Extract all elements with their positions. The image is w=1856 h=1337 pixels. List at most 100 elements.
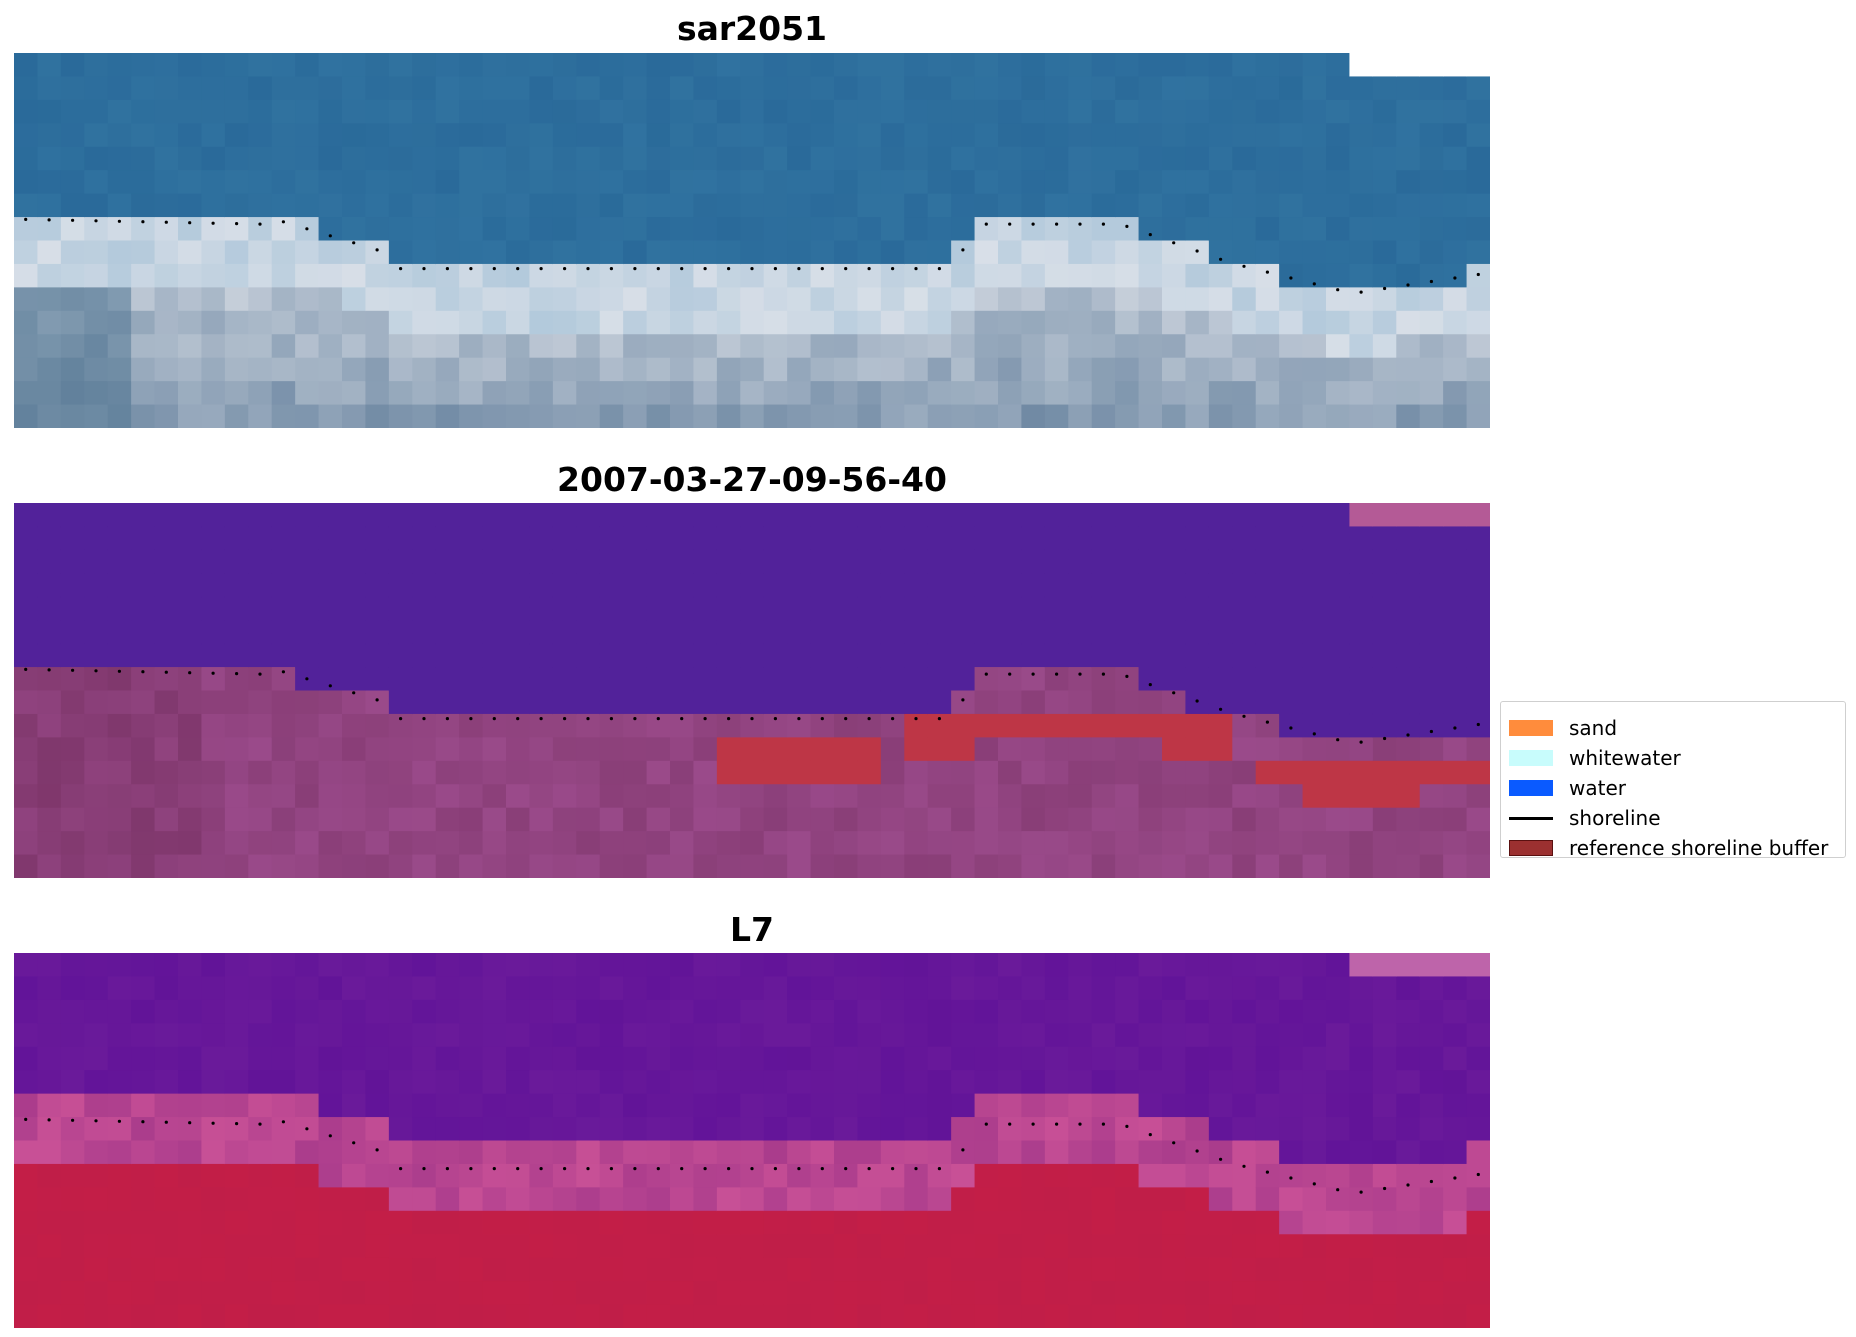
shoreline-point — [1101, 222, 1105, 226]
whitewater-swatch — [1509, 750, 1553, 766]
shoreline-point — [1055, 1122, 1059, 1126]
shoreline-point — [1055, 222, 1059, 226]
shoreline-point — [281, 1120, 285, 1124]
shoreline-point — [422, 267, 426, 271]
shoreline-point — [984, 672, 988, 676]
shoreline-point — [820, 1167, 824, 1171]
shoreline-point — [563, 717, 567, 721]
shoreline-point — [867, 1167, 871, 1171]
legend-item-shoreline: shoreline — [1509, 806, 1661, 830]
legend: sand whitewater water shoreline referenc… — [1500, 701, 1846, 860]
shoreline-point — [750, 267, 754, 271]
shoreline-point — [1219, 707, 1223, 711]
shoreline-point — [891, 267, 895, 271]
shoreline-point — [94, 1119, 98, 1123]
shoreline-point — [844, 267, 848, 271]
legend-item-water: water — [1509, 776, 1626, 800]
shoreline-point — [188, 671, 192, 675]
shoreline-point — [1406, 283, 1410, 287]
shoreline-line-swatch — [1509, 816, 1553, 820]
shoreline-point — [750, 1167, 754, 1171]
shoreline-point — [820, 717, 824, 721]
shoreline-point — [727, 717, 731, 721]
legend-item-whitewater: whitewater — [1509, 746, 1681, 770]
shoreline-point — [609, 1167, 614, 1171]
shoreline-point — [1219, 257, 1223, 261]
shoreline-point — [1429, 729, 1433, 734]
shoreline-point — [797, 1167, 801, 1171]
shoreline-point — [1172, 241, 1176, 245]
shoreline-point — [773, 717, 778, 721]
legend-label: whitewater — [1569, 746, 1681, 770]
shoreline-point — [891, 717, 895, 721]
shoreline-point — [47, 1118, 51, 1122]
shoreline-point — [961, 1148, 965, 1152]
shoreline-point — [1383, 286, 1387, 291]
shoreline-point — [1031, 222, 1035, 226]
shoreline-point — [164, 220, 168, 224]
shoreline-point — [47, 668, 51, 672]
shoreline-point — [188, 1121, 192, 1125]
shoreline-point — [399, 717, 403, 721]
shoreline-point — [961, 248, 965, 252]
legend-label: water — [1569, 776, 1626, 800]
shoreline-point — [141, 670, 145, 674]
shoreline-point — [1312, 732, 1316, 736]
shoreline-point — [1242, 1164, 1246, 1168]
shoreline-point — [937, 1167, 942, 1171]
shoreline-point — [984, 1122, 988, 1126]
shoreline-point — [211, 671, 215, 675]
shoreline-point — [445, 267, 449, 271]
shoreline-point — [961, 698, 965, 702]
shoreline-point — [1453, 276, 1457, 280]
shoreline-point — [94, 669, 98, 673]
shoreline-point — [1312, 282, 1316, 286]
shoreline-point — [680, 267, 684, 271]
shoreline-point — [1148, 1133, 1152, 1137]
shoreline-point — [469, 717, 473, 721]
shoreline-point — [1359, 290, 1363, 294]
shoreline-point — [844, 1167, 848, 1171]
shoreline-point — [1383, 1186, 1387, 1191]
shoreline-point — [1453, 1176, 1457, 1180]
shoreline-point — [1265, 720, 1269, 724]
shoreline-point — [1125, 224, 1129, 228]
shoreline-point — [375, 248, 379, 252]
shoreline-point — [352, 691, 356, 695]
shoreline-point — [1008, 222, 1012, 226]
shoreline-point — [305, 677, 309, 681]
shoreline-point — [914, 267, 918, 271]
shoreline-point — [141, 220, 145, 224]
shoreline-point — [586, 717, 590, 721]
shoreline-point — [937, 717, 942, 721]
shoreline-point — [1172, 691, 1176, 695]
shoreline-point — [1336, 288, 1340, 292]
shoreline-point — [1429, 1179, 1433, 1184]
shoreline-point — [1336, 1188, 1340, 1192]
shoreline-point — [867, 267, 871, 271]
legend-item-sand: sand — [1509, 716, 1617, 740]
shoreline-point — [539, 717, 543, 721]
shoreline-point — [235, 672, 239, 676]
shoreline-point — [24, 217, 28, 221]
shoreline-point — [1359, 1190, 1363, 1194]
shoreline-point — [328, 684, 332, 688]
shoreline-point — [211, 221, 215, 225]
shoreline-point — [1476, 1172, 1480, 1177]
shoreline-point — [71, 1118, 75, 1122]
shoreline-point — [844, 717, 848, 721]
legend-item-buffer: reference shoreline buffer — [1509, 836, 1828, 860]
shoreline-point — [516, 267, 520, 271]
shoreline-point — [24, 667, 28, 671]
shoreline-point — [258, 672, 262, 676]
shoreline-point — [1078, 222, 1082, 226]
shoreline-point — [375, 1148, 379, 1152]
shoreline-point — [305, 1127, 309, 1131]
shoreline-point — [1195, 1149, 1199, 1153]
shoreline-point — [164, 1120, 168, 1124]
shoreline-point — [1476, 722, 1480, 727]
shoreline-point — [609, 717, 614, 721]
rgb-image-panel — [14, 53, 1490, 428]
shoreline-point — [516, 717, 520, 721]
shoreline-point — [1429, 279, 1433, 284]
